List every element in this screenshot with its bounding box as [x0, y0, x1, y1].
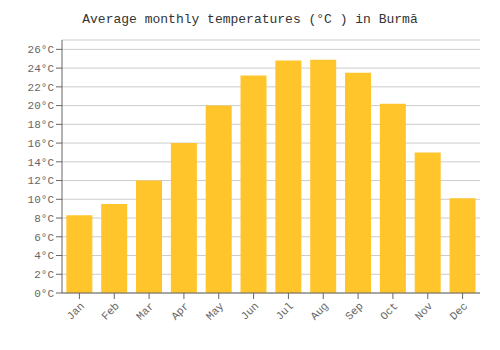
svg-text:16°C: 16°C: [28, 138, 55, 150]
svg-text:0°C: 0°C: [34, 288, 54, 300]
svg-text:14°C: 14°C: [28, 157, 55, 169]
svg-text:18°C: 18°C: [28, 119, 55, 131]
svg-text:8°C: 8°C: [34, 213, 54, 225]
svg-text:10°C: 10°C: [28, 194, 55, 206]
svg-text:Jun: Jun: [239, 300, 261, 322]
svg-text:Nov: Nov: [413, 300, 436, 323]
svg-text:Oct: Oct: [378, 300, 400, 322]
svg-text:Sep: Sep: [343, 300, 365, 322]
svg-text:Jul: Jul: [274, 300, 296, 322]
svg-text:26°C: 26°C: [28, 44, 55, 56]
svg-text:22°C: 22°C: [28, 82, 55, 94]
svg-text:20°C: 20°C: [28, 100, 55, 112]
svg-text:Feb: Feb: [99, 300, 121, 322]
svg-text:Aug: Aug: [308, 300, 330, 322]
svg-text:24°C: 24°C: [28, 63, 55, 75]
svg-text:Jan: Jan: [65, 300, 87, 322]
html-text:Average monthly temperatures (: Average monthly temperatures (°C ) in Bu…: [82, 12, 418, 27]
svg-text:6°C: 6°C: [34, 232, 54, 244]
svg-text:2°C: 2°C: [34, 269, 54, 281]
svg-text:12°C: 12°C: [28, 175, 55, 187]
svg-text:May: May: [204, 300, 227, 323]
svg-text:4°C: 4°C: [34, 250, 54, 262]
svg-text:Mar: Mar: [134, 300, 156, 322]
svg-text:Dec: Dec: [448, 300, 470, 322]
svg-text:Apr: Apr: [169, 300, 191, 322]
